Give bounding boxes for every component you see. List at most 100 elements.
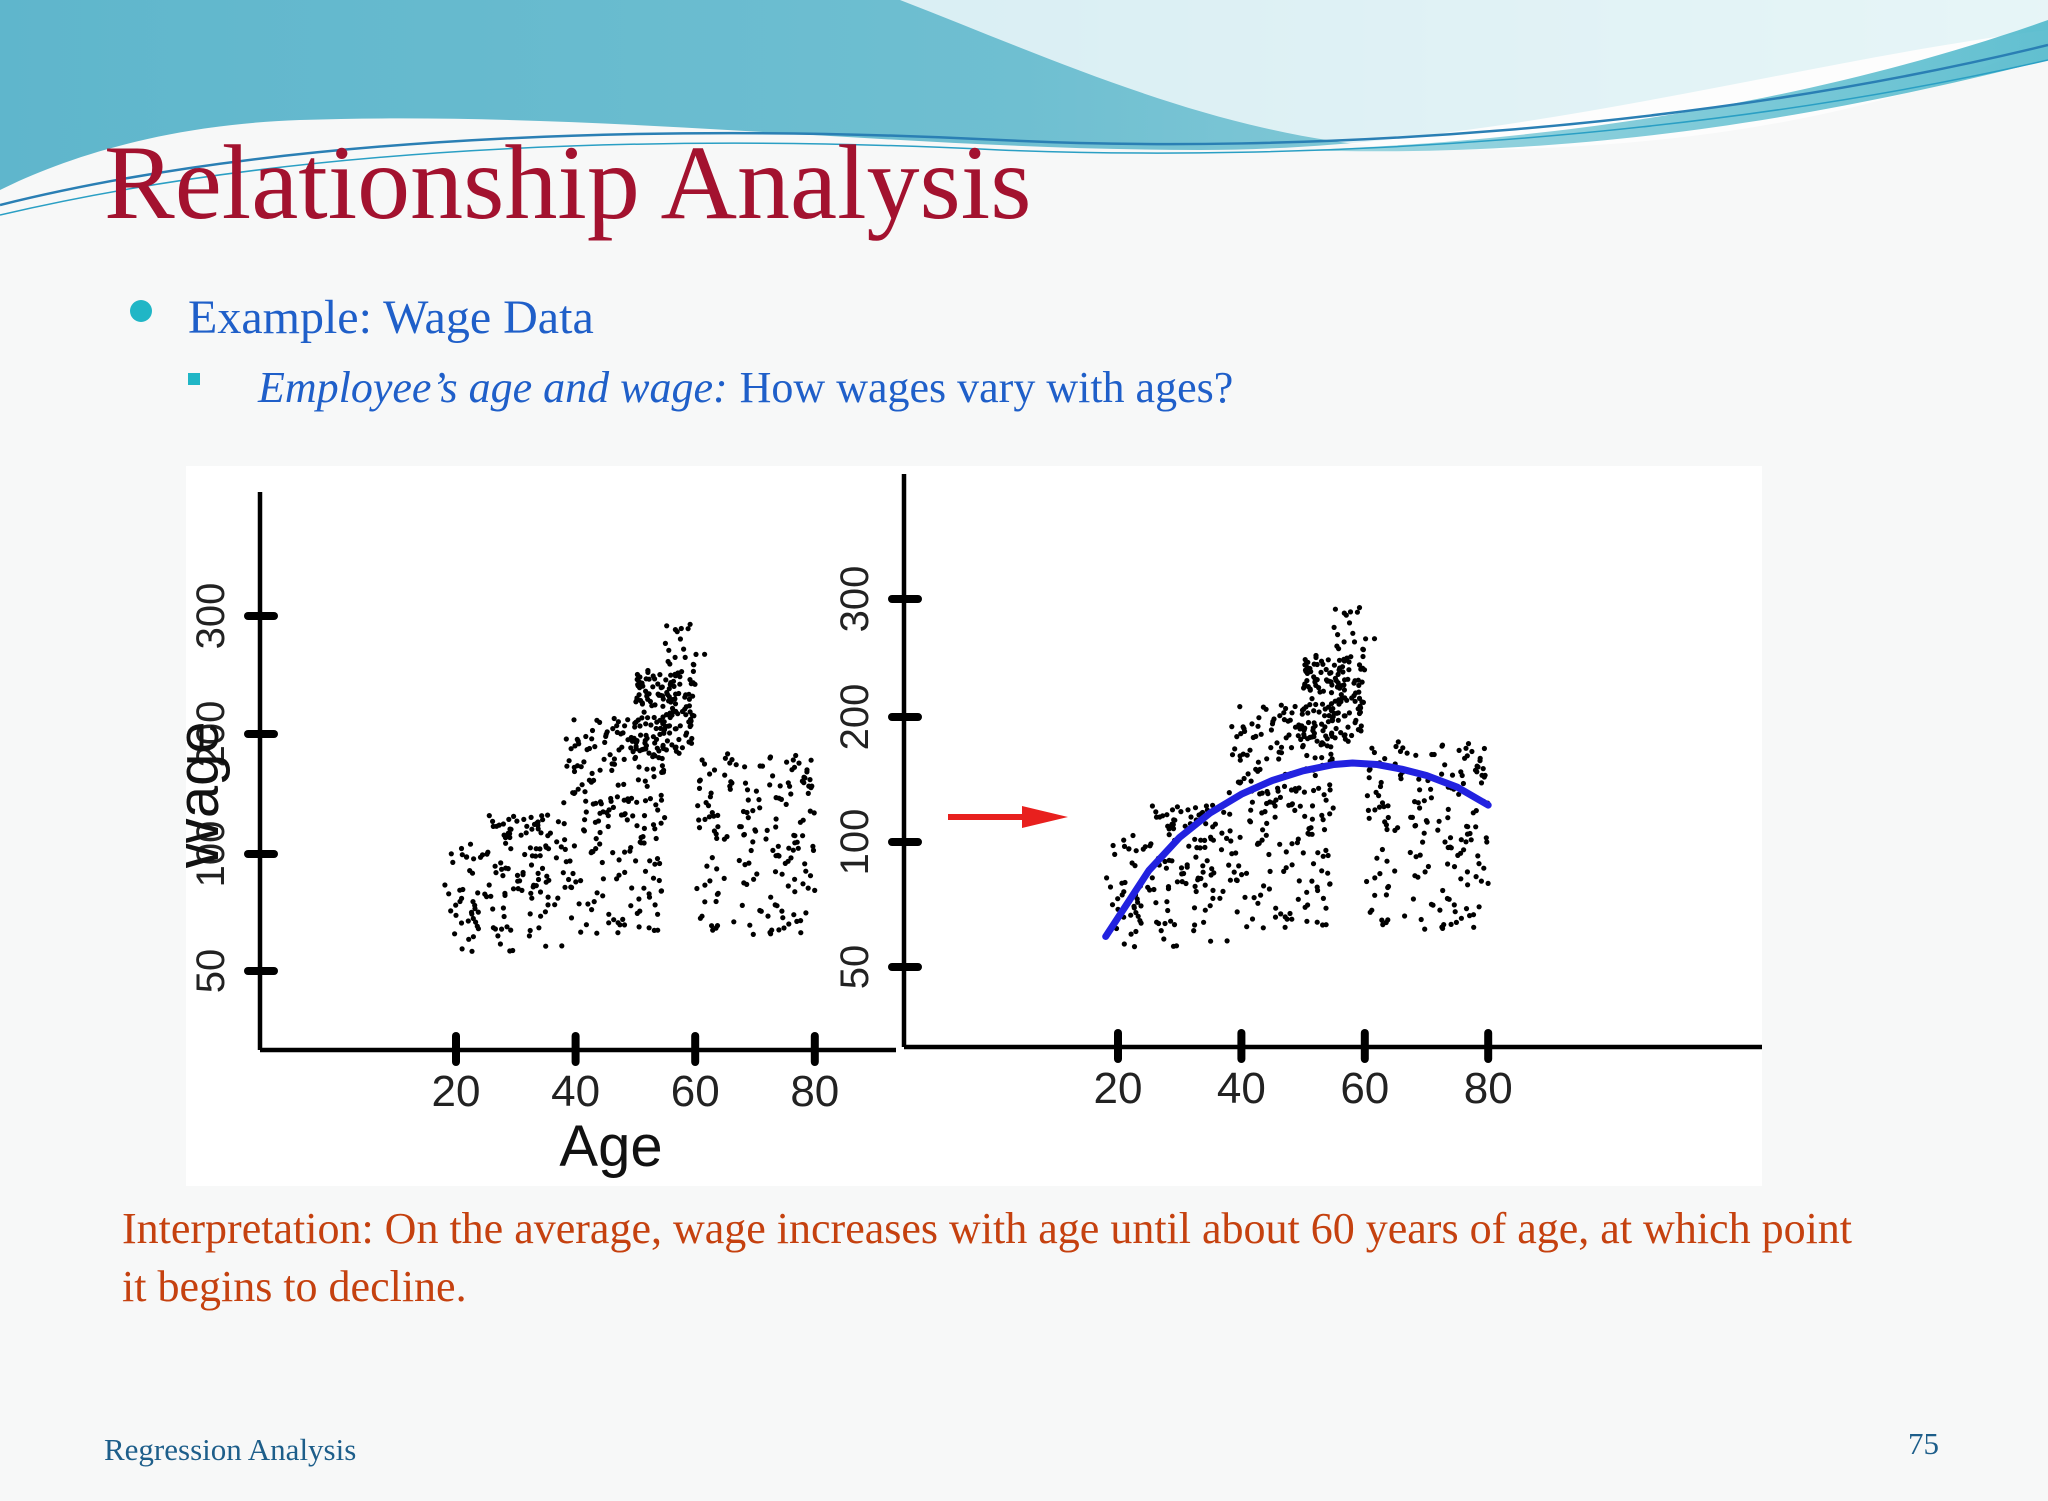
data-point (1358, 728, 1364, 734)
data-point (1292, 807, 1298, 813)
data-point (561, 800, 567, 806)
sub-bullet-italic: Employee’s age and wage: (258, 363, 728, 412)
data-point (779, 908, 785, 914)
data-point (1313, 701, 1319, 708)
data-point (702, 651, 708, 657)
data-point (642, 868, 649, 874)
data-point (496, 822, 502, 828)
data-point (641, 709, 647, 715)
data-point (1242, 894, 1248, 900)
data-point (1309, 803, 1316, 809)
data-point (785, 858, 791, 864)
data-point (604, 729, 610, 735)
data-point (773, 795, 779, 801)
data-point (514, 818, 520, 824)
data-point (1300, 742, 1306, 749)
data-point (691, 713, 697, 719)
data-point (466, 936, 472, 942)
data-point (1465, 741, 1472, 747)
data-point (715, 812, 721, 818)
data-point (658, 792, 664, 798)
data-point (1447, 835, 1454, 841)
data-point (652, 902, 658, 908)
data-point (1295, 733, 1301, 739)
data-point (574, 763, 581, 769)
data-point (1278, 702, 1284, 708)
y-tick-label: 50 (833, 945, 877, 990)
data-point (1119, 892, 1125, 898)
data-point (737, 824, 743, 830)
data-point (1353, 717, 1359, 723)
data-point (765, 913, 771, 919)
data-point (791, 912, 797, 918)
data-point (1234, 909, 1240, 915)
data-point (682, 654, 688, 660)
data-point (470, 899, 476, 905)
data-point (614, 794, 620, 800)
data-point (772, 902, 778, 908)
data-point (659, 755, 665, 762)
data-point (655, 681, 661, 687)
data-point (1330, 805, 1336, 811)
data-point (1345, 676, 1351, 682)
data-point (1314, 738, 1320, 744)
data-point (687, 677, 693, 683)
data-point (1227, 811, 1233, 817)
data-point (1328, 679, 1334, 685)
data-point (1156, 920, 1162, 927)
data-point (571, 843, 577, 849)
data-point (810, 843, 816, 849)
data-point (1325, 657, 1331, 663)
data-point (1207, 903, 1213, 909)
data-point (620, 730, 626, 736)
data-point (1319, 701, 1326, 707)
data-point (597, 829, 603, 836)
data-point (1107, 884, 1114, 890)
data-point (1417, 852, 1423, 858)
data-point (1185, 807, 1191, 813)
data-point (697, 777, 703, 783)
data-point (787, 783, 793, 789)
data-point (1356, 605, 1363, 611)
arrow-icon (1022, 806, 1068, 828)
data-point (1400, 745, 1406, 751)
data-point (458, 920, 465, 926)
data-point (794, 918, 800, 924)
data-point (1458, 850, 1464, 856)
data-point (527, 927, 533, 934)
data-point (1242, 728, 1248, 734)
data-point (586, 745, 593, 752)
data-point (1320, 661, 1326, 667)
data-point (747, 922, 753, 928)
data-point (1169, 821, 1175, 827)
data-point (1165, 884, 1172, 890)
data-point (1445, 815, 1451, 821)
data-point (810, 847, 817, 853)
data-point (768, 894, 774, 900)
data-point (1463, 839, 1469, 845)
data-point (1464, 753, 1470, 759)
data-point (1460, 780, 1466, 787)
data-point (1447, 844, 1453, 850)
data-point (1277, 794, 1283, 800)
data-point (1121, 941, 1127, 947)
data-point (571, 717, 577, 723)
data-point (652, 826, 658, 832)
data-point (1262, 809, 1268, 815)
data-point (572, 743, 578, 749)
data-point (583, 798, 589, 804)
data-point (554, 839, 560, 845)
data-point (736, 857, 742, 864)
data-point (681, 646, 687, 652)
data-point (1229, 851, 1235, 857)
data-point (769, 927, 775, 933)
data-point (653, 802, 659, 808)
data-point (702, 882, 708, 888)
data-point (1377, 783, 1384, 790)
data-point (1264, 756, 1270, 762)
data-point (1341, 687, 1347, 693)
data-point (501, 913, 507, 920)
data-point (676, 736, 682, 743)
data-point (753, 788, 760, 794)
data-point (606, 920, 612, 926)
